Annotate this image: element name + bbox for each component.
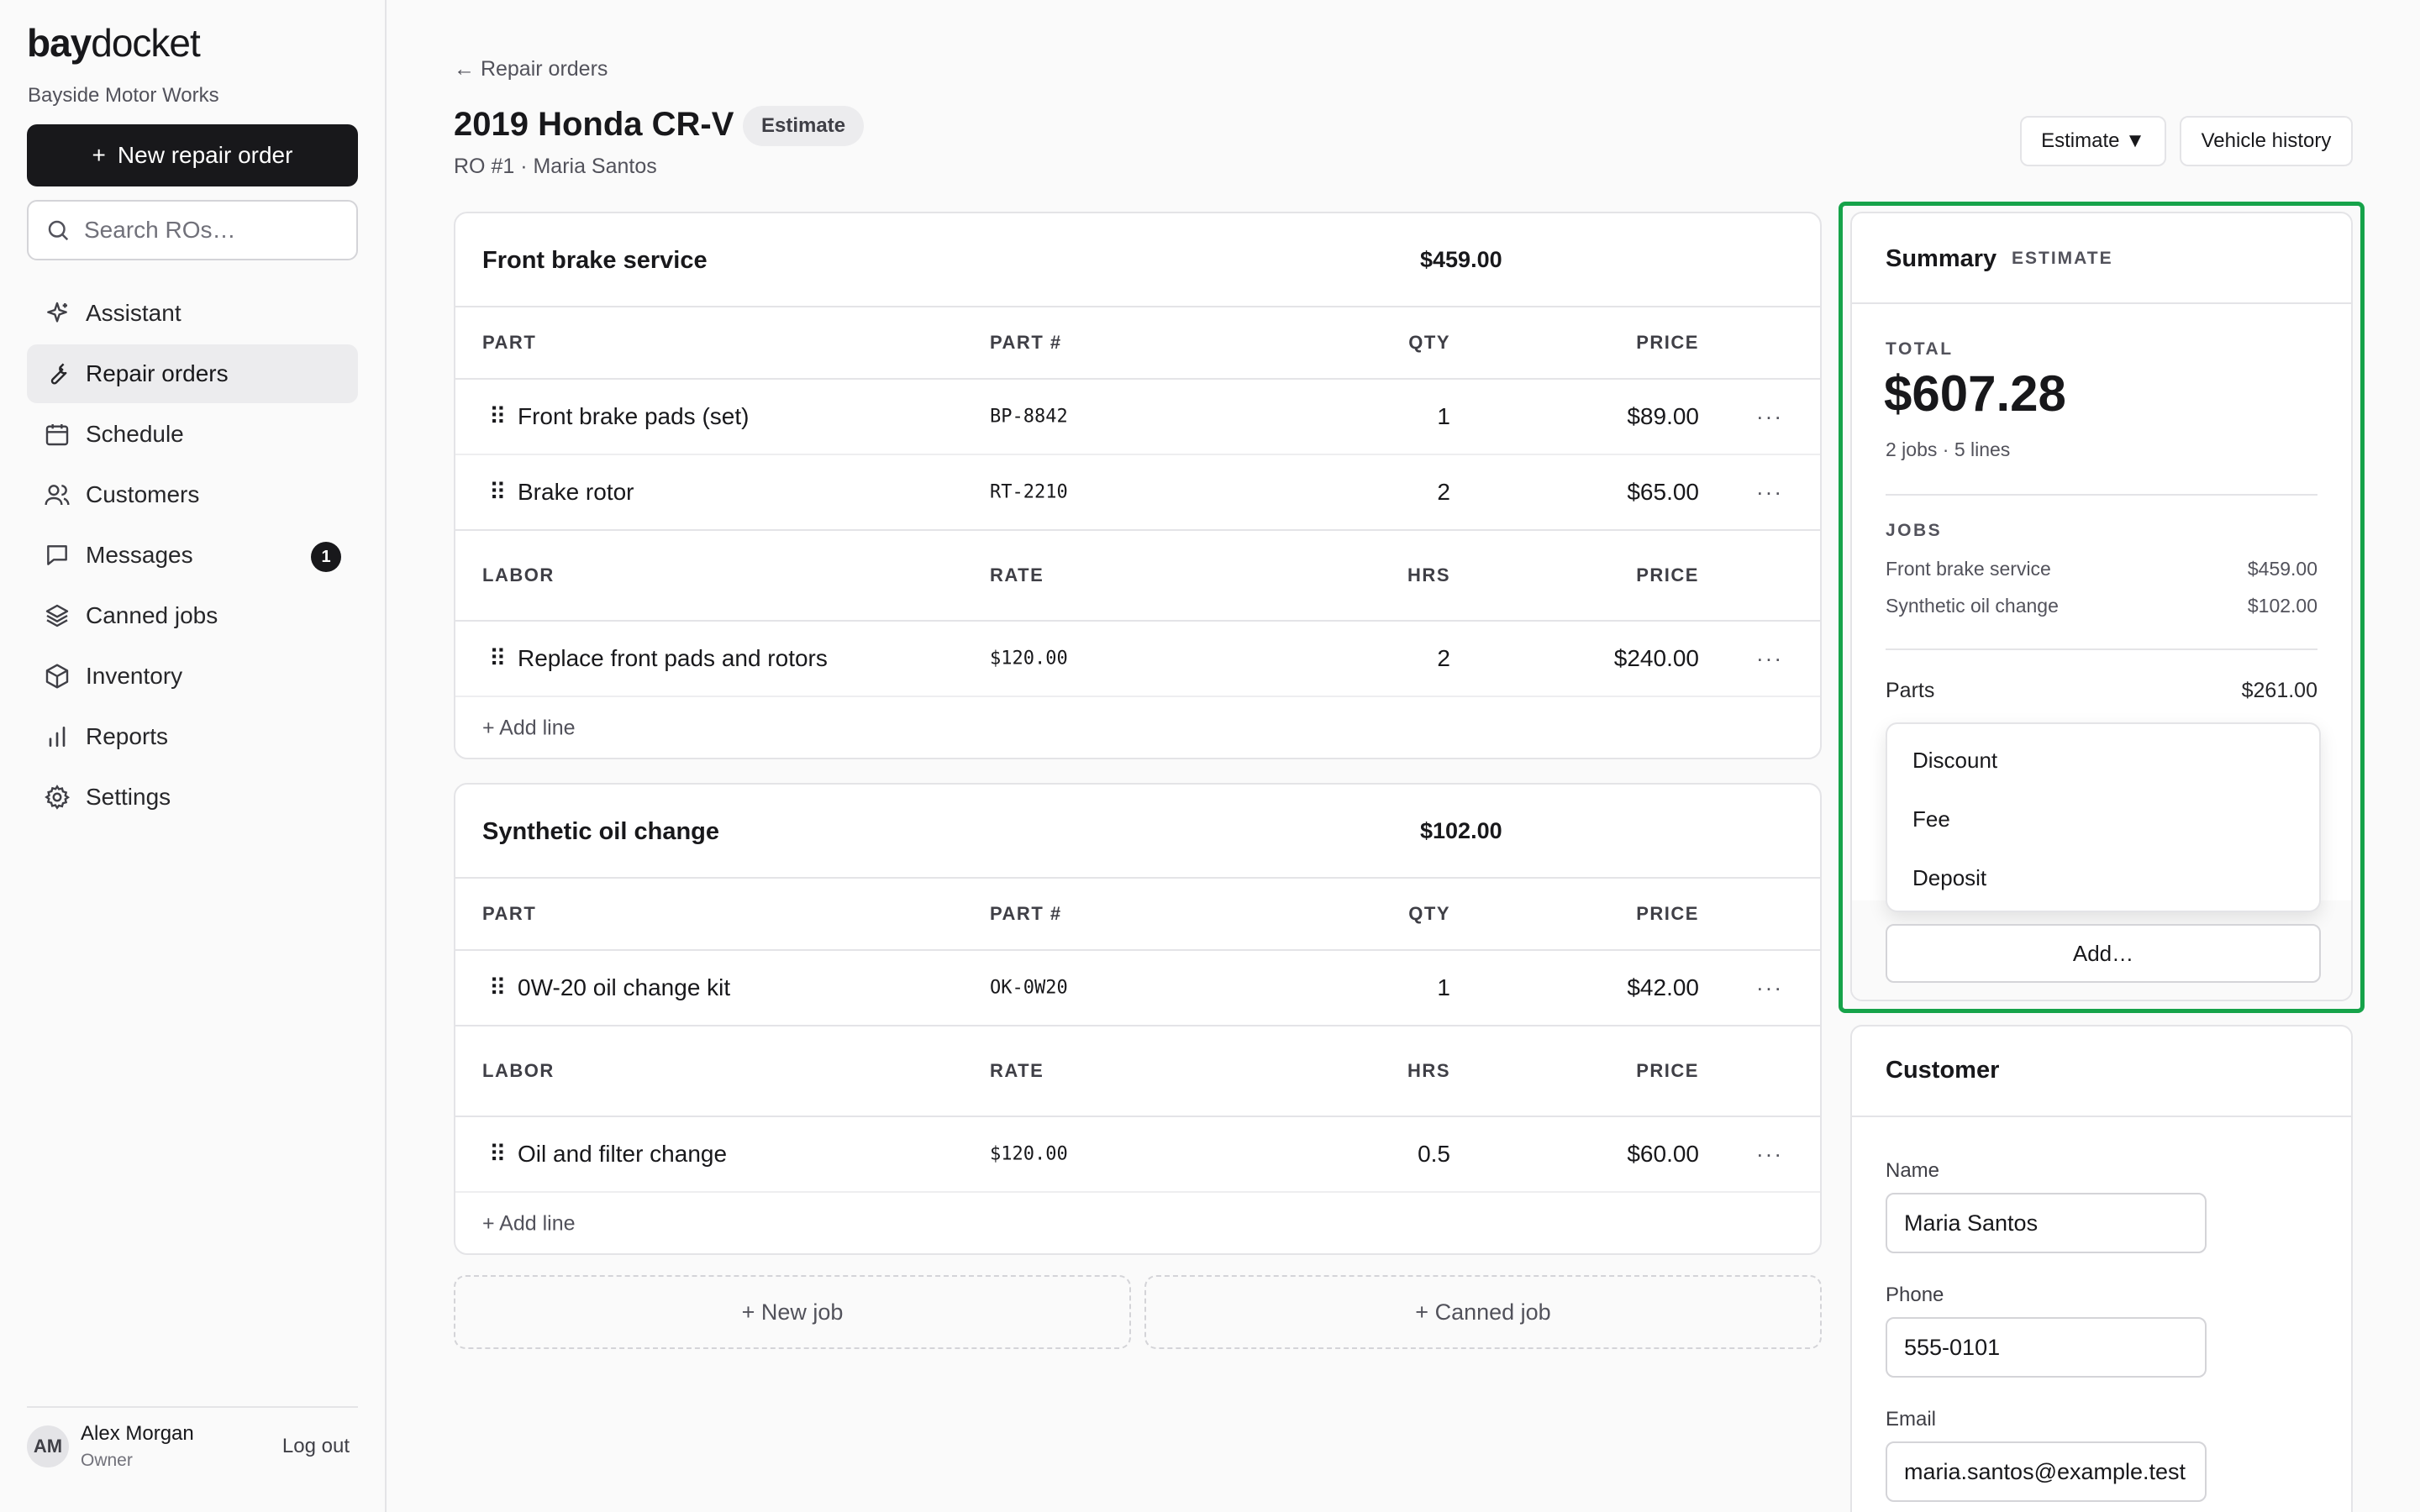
summary-meta: 2 jobs · 5 lines [1886, 438, 2011, 460]
users-icon [45, 485, 70, 506]
menu-item-fee[interactable]: Fee [1912, 806, 1950, 832]
summary-focus-outline [1839, 202, 2365, 1013]
table-row[interactable]: ⠿ 0W-20 oil change kit OK-0W20 1 $42.00 … [455, 951, 1820, 1026]
sidebar: baydocket Bayside Motor Works + New repa… [0, 0, 387, 1512]
add-adjustment-button[interactable]: Add… [1886, 924, 2321, 983]
more-icon[interactable]: ··· [1756, 1141, 1783, 1167]
wrench-icon [50, 363, 67, 385]
name-label: Name [1886, 1159, 1940, 1182]
more-icon[interactable]: ··· [1756, 403, 1783, 429]
unread-count-badge: 1 [311, 542, 341, 572]
drag-handle-icon[interactable]: ⠿ [489, 645, 507, 672]
email-label: Email [1886, 1408, 1937, 1431]
job-card-synthetic-oil-change: Synthetic oil change $102.00 PART PART #… [454, 783, 1822, 1255]
phone-label: Phone [1886, 1284, 1944, 1306]
sidebar-item-settings[interactable]: Settings [27, 768, 358, 827]
new-repair-order-button[interactable]: + New repair order [27, 124, 358, 186]
customer-header: Customer [1852, 1026, 2351, 1117]
sidebar-item-customers[interactable]: Customers [27, 465, 358, 524]
divider [1886, 494, 2317, 496]
gear-icon [45, 785, 71, 810]
menu-item-deposit[interactable]: Deposit [1912, 864, 1987, 890]
customer-phone-field[interactable]: 555-0101 [1886, 1317, 2207, 1378]
table-row[interactable]: ⠿ Oil and filter change $120.00 0.5 $60.… [455, 1117, 1820, 1193]
app-logo[interactable]: baydocket [27, 21, 201, 65]
message-icon [47, 545, 67, 565]
sidebar-item-assistant[interactable]: Assistant [27, 284, 358, 343]
drag-handle-icon[interactable]: ⠿ [489, 1141, 507, 1168]
sidebar-item-reports[interactable]: Reports [27, 707, 358, 766]
sidebar-item-schedule[interactable]: Schedule [27, 405, 358, 464]
job-header[interactable]: Synthetic oil change $102.00 [455, 785, 1820, 879]
add-adjustment-menu: Discount Fee Deposit [1886, 722, 2321, 912]
summary-parts-line: Parts $261.00 [1886, 679, 2317, 702]
table-row[interactable]: ⠿ Replace front pads and rotors $120.00 … [455, 622, 1820, 697]
user-role: Owner [81, 1451, 133, 1470]
job-total: $102.00 [1420, 818, 1502, 843]
bar-chart-icon [49, 727, 66, 747]
search-input[interactable]: Search ROs… [27, 200, 358, 260]
customer-panel: Customer Name Maria Santos Phone 555-010… [1850, 1025, 2353, 1512]
summary-job-line: Front brake service $459.00 [1886, 558, 2317, 580]
more-icon[interactable]: ··· [1756, 645, 1783, 671]
drag-handle-icon[interactable]: ⠿ [489, 403, 507, 430]
job-card-front-brake-service: Front brake service $459.00 PART PART # … [454, 212, 1822, 759]
summary-panel: Summary ESTIMATE TOTAL $607.28 2 jobs · … [1850, 212, 2353, 1001]
customer-email-field[interactable]: maria.santos@example.test [1886, 1441, 2207, 1502]
sparkle-icon [47, 302, 67, 323]
drag-handle-icon[interactable]: ⠿ [489, 479, 507, 506]
summary-header: Summary ESTIMATE [1852, 213, 2351, 304]
new-job-button[interactable]: + New job [454, 1275, 1131, 1349]
customer-name-field[interactable]: Maria Santos [1886, 1193, 2207, 1253]
menu-item-discount[interactable]: Discount [1912, 747, 1998, 773]
status-dropdown-button[interactable]: Estimate ▼ [2020, 116, 2166, 166]
labor-header: LABOR RATE HRS PRICE [455, 531, 1820, 622]
vehicle-history-button[interactable]: Vehicle history [2180, 116, 2353, 166]
search-icon [48, 220, 69, 241]
grand-total: $607.28 [1884, 365, 2066, 422]
status-badge: Estimate [743, 106, 865, 146]
layers-icon [45, 604, 69, 627]
more-icon[interactable]: ··· [1756, 974, 1783, 1000]
table-row[interactable]: ⠿ Brake rotor RT-2210 2 $65.00 ··· [455, 455, 1820, 531]
plus-icon: + [92, 142, 106, 168]
back-to-repair-orders-link[interactable]: ← Repair orders [454, 57, 608, 81]
box-icon [45, 664, 69, 689]
summary-job-line: Synthetic oil change $102.00 [1886, 595, 2317, 617]
calendar-icon [45, 424, 69, 446]
logout-button[interactable]: Log out [281, 1435, 350, 1457]
summary-status-tag: ESTIMATE [2012, 249, 2113, 268]
canned-job-button[interactable]: + Canned job [1144, 1275, 1822, 1349]
add-line-button[interactable]: + Add line [482, 1211, 576, 1236]
job-name: Synthetic oil change [482, 818, 719, 845]
more-icon[interactable]: ··· [1756, 479, 1783, 505]
drag-handle-icon[interactable]: ⠿ [489, 974, 507, 1001]
page-title: 2019 Honda CR-V [454, 106, 734, 143]
job-name: Front brake service [482, 247, 708, 274]
job-total: $459.00 [1420, 247, 1502, 272]
search-placeholder: Search ROs… [84, 217, 236, 243]
sidebar-item-canned-jobs[interactable]: Canned jobs [27, 586, 358, 645]
user-panel: AM Alex Morgan Owner Log out [27, 1406, 358, 1485]
main-nav: Assistant Repair orders Schedule Custome… [27, 284, 358, 828]
sidebar-item-repair-orders[interactable]: Repair orders [27, 344, 358, 403]
sidebar-item-inventory[interactable]: Inventory [27, 647, 358, 706]
parts-header: PART PART # QTY PRICE [455, 879, 1820, 951]
parts-header: PART PART # QTY PRICE [455, 307, 1820, 380]
user-name: Alex Morgan [81, 1422, 194, 1445]
ro-subtitle: RO #1 · Maria Santos [454, 155, 657, 178]
table-row[interactable]: ⠿ Front brake pads (set) BP-8842 1 $89.0… [455, 380, 1820, 455]
add-line-button[interactable]: + Add line [482, 716, 576, 740]
sidebar-item-messages[interactable]: Messages 1 [27, 526, 358, 585]
labor-header: LABOR RATE HRS PRICE [455, 1026, 1820, 1117]
avatar[interactable]: AM [27, 1425, 69, 1467]
divider [1886, 648, 2317, 650]
shop-name: Bayside Motor Works [28, 84, 219, 107]
job-header[interactable]: Front brake service $459.00 [455, 213, 1820, 307]
